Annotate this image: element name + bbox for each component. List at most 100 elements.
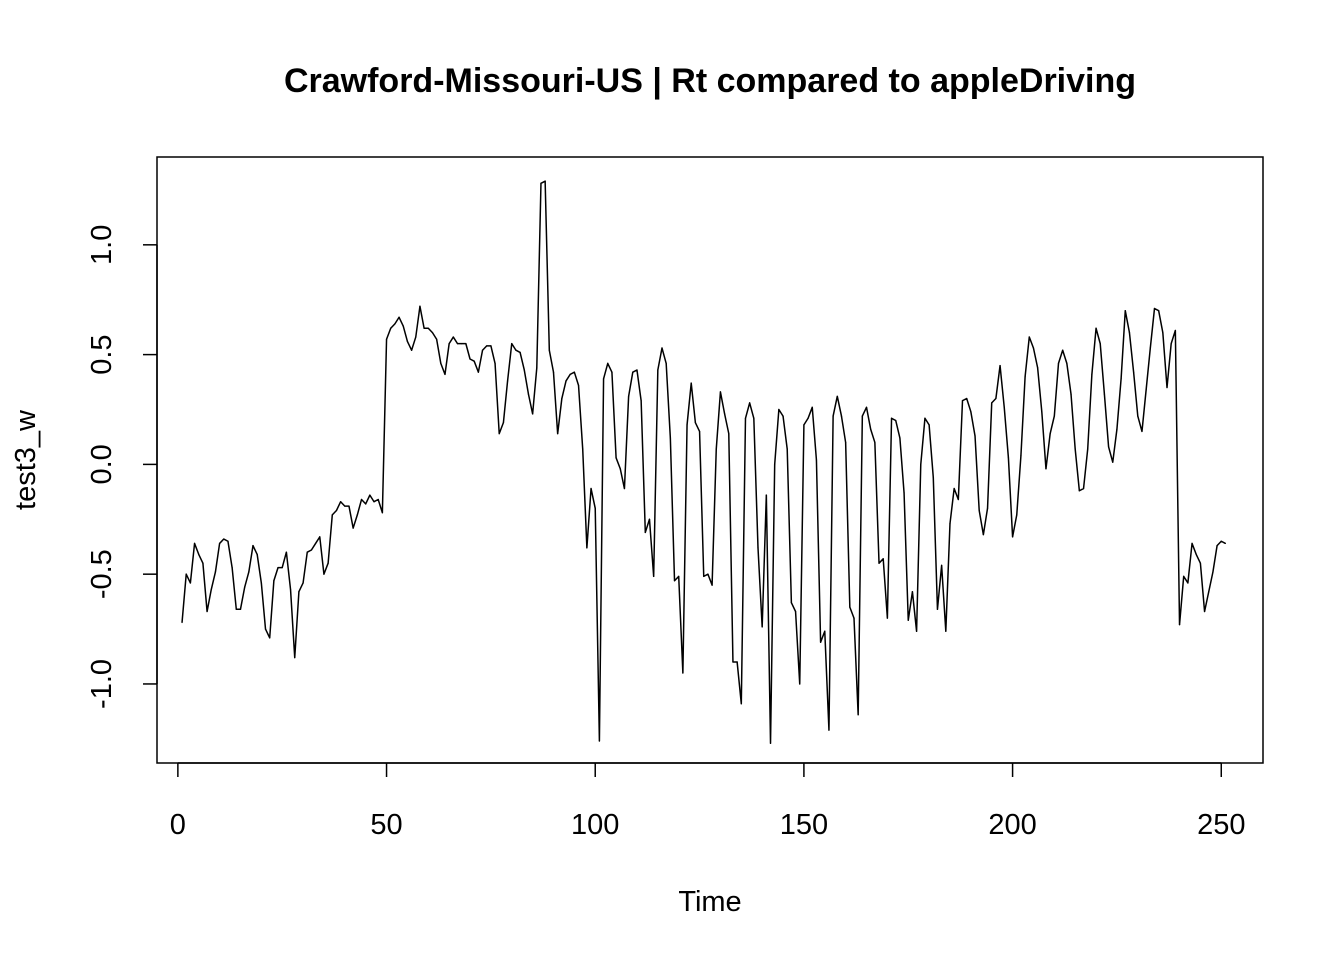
data-point: [536, 367, 538, 369]
data-point: [1024, 375, 1026, 378]
data-point: [1195, 553, 1197, 556]
data-point: [753, 417, 755, 419]
data-point: [561, 397, 563, 400]
data-point: [1133, 371, 1135, 373]
data-point: [1037, 367, 1039, 369]
data-point: [1112, 461, 1114, 463]
data-point: [323, 573, 325, 575]
data-point: [1082, 487, 1085, 490]
data-point: [1028, 336, 1030, 338]
data-point: [861, 415, 863, 417]
data-point: [602, 378, 605, 380]
data-point: [1166, 386, 1168, 389]
data-point: [966, 397, 968, 400]
data-point: [264, 628, 267, 630]
data-point: [402, 325, 404, 327]
data-point: [419, 305, 421, 307]
data-point: [360, 498, 363, 501]
data-point: [1120, 378, 1122, 380]
data-point: [227, 540, 229, 542]
data-point: [269, 637, 271, 639]
data-point: [456, 343, 459, 345]
data-point: [210, 588, 212, 591]
data-point: [202, 562, 204, 564]
data-point: [289, 588, 292, 591]
y-tick-label: 0.5: [86, 334, 118, 374]
data-point: [248, 571, 250, 573]
data-point: [703, 575, 705, 577]
data-point: [1070, 393, 1072, 395]
data-point: [506, 380, 509, 382]
data-point: [1137, 415, 1139, 417]
data-point: [661, 347, 663, 349]
data-point: [653, 575, 655, 577]
data-point: [448, 343, 450, 345]
data-point: [461, 343, 463, 345]
data-point: [999, 364, 1001, 367]
data-point: [744, 417, 747, 419]
data-point: [878, 562, 880, 564]
data-point: [1224, 542, 1227, 545]
data-point: [678, 575, 680, 577]
data-point: [949, 523, 951, 525]
data-point: [978, 509, 980, 512]
data-point: [557, 433, 559, 435]
data-point: [853, 617, 855, 619]
data-point: [765, 494, 767, 496]
y-tick-label: 1.0: [86, 225, 118, 265]
data-point: [481, 349, 484, 351]
data-point: [632, 371, 634, 373]
data-point: [619, 468, 621, 470]
x-axis-label: Time: [678, 886, 741, 918]
data-point: [477, 371, 479, 373]
series-line: [181, 180, 1226, 744]
data-point: [548, 349, 550, 351]
data-point: [465, 343, 467, 345]
y-tick-label: -0.5: [86, 549, 118, 599]
data-point: [527, 393, 530, 395]
data-point: [260, 582, 262, 584]
data-point: [214, 571, 217, 573]
data-point: [1107, 446, 1110, 448]
data-point: [1016, 514, 1018, 516]
x-tick-label: 200: [988, 809, 1036, 841]
data-point: [385, 338, 388, 340]
data-point: [1099, 343, 1101, 345]
data-point: [907, 619, 909, 621]
data-point: [840, 415, 843, 417]
data-point: [974, 435, 976, 437]
data-point: [673, 580, 676, 582]
data-point: [924, 417, 926, 419]
data-point: [486, 345, 488, 347]
data-point: [185, 573, 187, 575]
x-tick-label: 0: [170, 809, 186, 841]
data-point: [932, 476, 934, 479]
data-point: [1049, 433, 1051, 435]
data-point: [390, 327, 392, 329]
data-point: [540, 182, 542, 184]
data-point: [732, 661, 734, 663]
data-point: [724, 413, 726, 415]
data-point: [1003, 406, 1005, 408]
data-point: [398, 316, 400, 318]
data-point: [569, 373, 571, 375]
data-point: [582, 448, 584, 450]
data-point: [1183, 575, 1185, 577]
data-point: [903, 492, 905, 494]
data-point: [665, 362, 667, 364]
data-point: [986, 507, 989, 509]
data-point: [590, 487, 592, 490]
data-point: [523, 369, 525, 371]
data-point: [1091, 373, 1093, 375]
data-point: [1187, 582, 1189, 584]
data-point: [577, 384, 580, 386]
x-tick-label: 150: [780, 809, 828, 841]
data-point: [294, 657, 296, 659]
data-point: [544, 180, 546, 182]
data-point: [820, 641, 822, 643]
data-point: [473, 360, 475, 362]
data-point: [306, 551, 308, 553]
data-point: [1208, 591, 1210, 593]
